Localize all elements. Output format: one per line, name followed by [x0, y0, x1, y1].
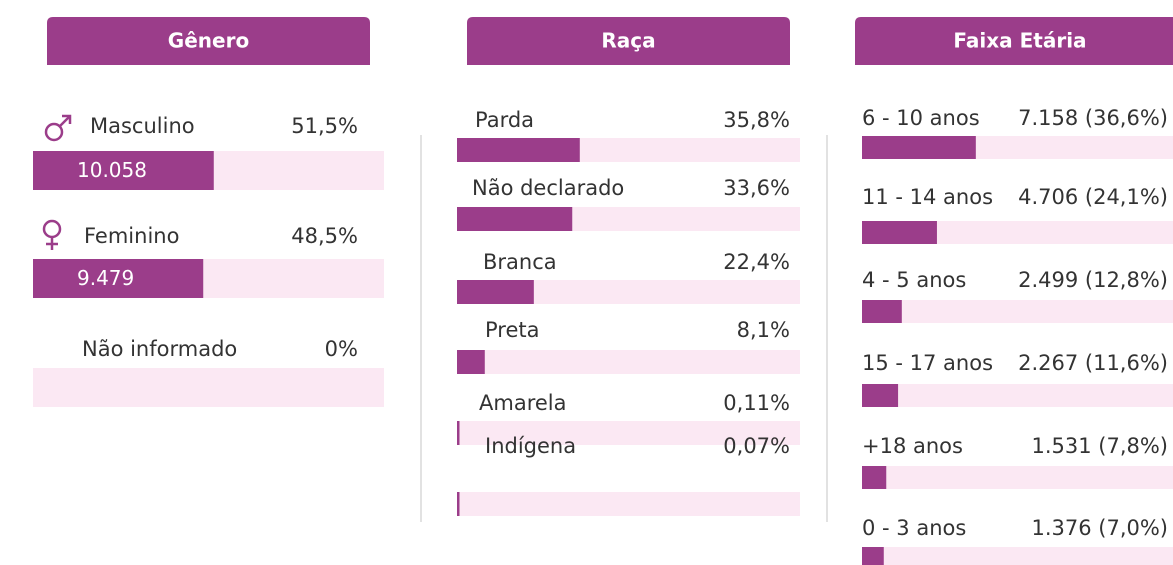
header — [467, 17, 790, 65]
value-label: 0,11% — [723, 391, 790, 415]
bar — [33, 259, 204, 298]
bar — [862, 300, 902, 323]
header — [855, 17, 1173, 65]
category-label: Amarela — [479, 391, 567, 415]
bar-track — [33, 368, 384, 407]
category-label: Parda — [475, 108, 534, 132]
category-label: 4 - 5 anos — [862, 268, 966, 292]
bar — [457, 280, 534, 304]
bar — [862, 466, 887, 489]
bar-track — [862, 300, 1173, 323]
category-label: 15 - 17 anos — [862, 351, 993, 375]
value-label: 7.158 (36,6%) — [1018, 106, 1168, 130]
header-title: Faixa Etária — [953, 29, 1086, 53]
bar — [457, 350, 485, 374]
category-label: Branca — [483, 250, 557, 274]
category-label: Não informado — [82, 337, 237, 361]
value-label: 8,1% — [737, 318, 790, 342]
female-icon — [42, 219, 62, 250]
value-label: 2.267 (11,6%) — [1018, 351, 1168, 375]
count-label: 10.058 — [77, 158, 147, 182]
header — [47, 17, 370, 65]
bar — [457, 421, 460, 445]
header-title: Raça — [601, 29, 655, 53]
value-label: 22,4% — [723, 250, 790, 274]
value-label: 1.376 (7,0%) — [1031, 516, 1168, 540]
bar-track — [862, 384, 1173, 407]
category-label: Indígena — [485, 434, 576, 458]
value-label: 4.706 (24,1%) — [1018, 185, 1168, 209]
value-label: 33,6% — [723, 176, 790, 200]
value-label: 1.531 (7,8%) — [1031, 434, 1168, 458]
category-label: +18 anos — [862, 434, 963, 458]
category-label: Preta — [485, 318, 540, 342]
bar-track — [862, 221, 1173, 244]
count-label: 9.479 — [77, 266, 134, 290]
male-icon — [44, 114, 72, 142]
bar-track — [862, 466, 1173, 489]
value-label: 51,5% — [291, 114, 358, 138]
bar — [862, 547, 884, 565]
value-label: 2.499 (12,8%) — [1018, 268, 1168, 292]
category-label: 0 - 3 anos — [862, 516, 966, 540]
category-label: 6 - 10 anos — [862, 106, 980, 130]
bar — [33, 151, 214, 190]
bar-track — [457, 421, 800, 445]
category-label: Não declarado — [472, 176, 624, 200]
value-label: 0% — [325, 337, 358, 361]
bar — [457, 492, 460, 516]
bar — [862, 221, 937, 244]
header-title: Gênero — [168, 29, 249, 53]
value-label: 0,07% — [723, 434, 790, 458]
bar — [862, 384, 899, 407]
value-label: 48,5% — [291, 224, 358, 248]
category-label: 11 - 14 anos — [862, 185, 993, 209]
bar — [457, 207, 573, 231]
bar — [457, 138, 580, 162]
bar — [862, 136, 976, 159]
value-label: 35,8% — [723, 108, 790, 132]
category-label: Feminino — [84, 224, 179, 248]
bar-track — [457, 492, 800, 516]
bar-track — [862, 547, 1173, 565]
bar-track — [457, 350, 800, 374]
category-label: Masculino — [90, 114, 195, 138]
